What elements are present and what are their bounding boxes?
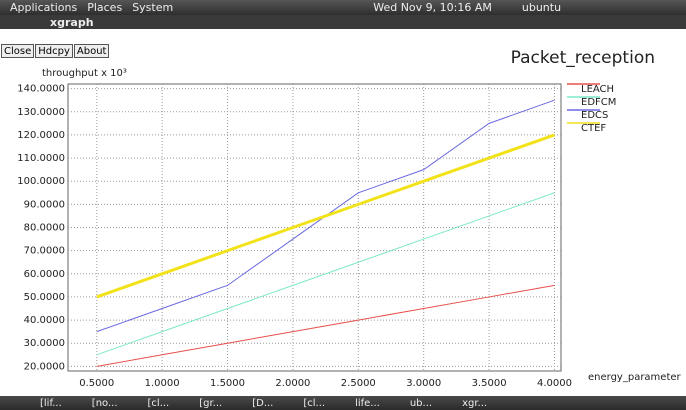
x-tick-label: 0.5000 bbox=[79, 378, 114, 389]
button[interactable]: About bbox=[74, 44, 110, 58]
user[interactable]: ubuntu bbox=[522, 1, 561, 14]
series-line bbox=[97, 285, 555, 366]
x-tick-label: 2.0000 bbox=[275, 378, 310, 389]
taskbar: [lif... [no... [cl... [gr... [D... [cl... life… bbox=[0, 396, 686, 410]
y-tick-label: 70.0000 bbox=[24, 246, 65, 257]
y-tick-label: 50.0000 bbox=[24, 292, 65, 303]
window-title: xgraph bbox=[50, 16, 94, 29]
x-tick-label: 2.5000 bbox=[341, 378, 376, 389]
legend-label: LEACH bbox=[581, 84, 614, 95]
task-button[interactable]: [no... bbox=[92, 398, 118, 409]
x-axis-label: energy_parameter bbox=[588, 372, 682, 383]
y-axis-label: throughput x 10³ bbox=[42, 68, 127, 79]
task-button[interactable]: [cl... bbox=[303, 398, 325, 409]
y-tick-label: 120.0000 bbox=[17, 130, 65, 141]
button[interactable]: Hdcpy bbox=[35, 44, 73, 58]
task-button[interactable]: xgr... bbox=[462, 398, 487, 409]
window-title-bar: xgraph bbox=[0, 15, 686, 29]
y-tick-label: 80.0000 bbox=[24, 223, 65, 234]
legend-label: EDFCM bbox=[581, 97, 616, 108]
y-tick-label: 110.0000 bbox=[17, 153, 65, 164]
x-tick-label: 3.5000 bbox=[472, 378, 507, 389]
x-tick-label: 3.0000 bbox=[406, 378, 441, 389]
task-button[interactable]: life... bbox=[355, 398, 380, 409]
y-tick-label: 100.0000 bbox=[17, 176, 65, 187]
y-tick-label: 30.0000 bbox=[24, 338, 65, 349]
task-button[interactable]: [lif... bbox=[40, 398, 62, 409]
y-tick-label: 20.0000 bbox=[24, 361, 65, 372]
y-tick-label: 140.0000 bbox=[17, 84, 65, 95]
menu[interactable]: Applications bbox=[10, 1, 77, 14]
top-panel: Applications Places System Wed Nov 9, 10… bbox=[0, 0, 686, 15]
legend-label: CTEF bbox=[581, 123, 606, 134]
y-tick-label: 60.0000 bbox=[24, 269, 65, 280]
task-button[interactable]: ub... bbox=[410, 398, 432, 409]
x-tick-label: 1.0000 bbox=[145, 378, 180, 389]
task-button[interactable]: [gr... bbox=[199, 398, 222, 409]
task-button[interactable]: [cl... bbox=[148, 398, 170, 409]
button[interactable]: Close bbox=[1, 44, 34, 58]
clock[interactable]: Wed Nov 9, 10:16 AM bbox=[373, 1, 492, 14]
chart-title: Packet_reception bbox=[511, 48, 655, 68]
chart: Packet_reception throughput x 10³ energy… bbox=[0, 0, 686, 396]
screen: Packet_reception throughput x 10³ energy… bbox=[0, 0, 686, 410]
x-tick-label: 1.5000 bbox=[210, 378, 245, 389]
y-tick-label: 130.0000 bbox=[17, 107, 65, 118]
y-tick-label: 40.0000 bbox=[24, 315, 65, 326]
menu[interactable]: System bbox=[132, 1, 173, 14]
legend-label: EDCS bbox=[581, 110, 608, 121]
series-line bbox=[97, 135, 555, 297]
menu[interactable]: Places bbox=[87, 1, 122, 14]
y-tick-label: 90.0000 bbox=[24, 199, 65, 210]
x-tick-label: 4.0000 bbox=[537, 378, 572, 389]
button-row: Close Hdcpy About bbox=[1, 44, 110, 58]
task-button[interactable]: [D... bbox=[252, 398, 273, 409]
